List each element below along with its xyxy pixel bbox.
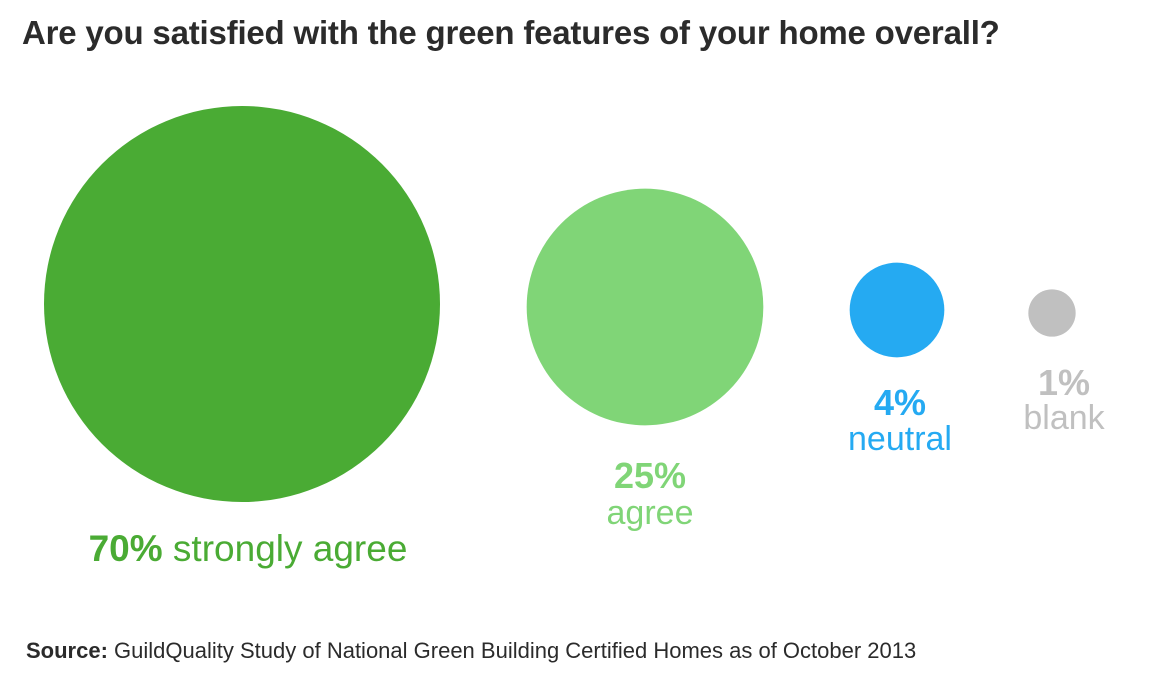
category-label-strongly-agree: strongly agree <box>163 528 408 569</box>
value-label-agree: 25% <box>614 455 686 496</box>
label-strongly-agree: 70% strongly agree <box>89 528 408 569</box>
value-label-neutral: 4% <box>874 382 926 423</box>
source-note: Source: GuildQuality Study of National G… <box>26 638 916 664</box>
category-label-neutral: neutral <box>848 420 952 458</box>
chart-title: Are you satisfied with the green feature… <box>22 14 1000 51</box>
value-label-strongly-agree: 70% <box>89 528 163 569</box>
bubble-strongly-agree <box>44 106 440 502</box>
category-label-agree: agree <box>607 494 694 532</box>
bubble-blank <box>1028 289 1076 337</box>
source-label: Source: <box>26 638 108 663</box>
bubble-neutral <box>849 262 945 358</box>
category-label-blank: blank <box>1023 399 1105 437</box>
value-label-blank: 1% <box>1038 362 1090 403</box>
source-text: GuildQuality Study of National Green Bui… <box>114 638 917 663</box>
bubble-agree <box>526 188 764 426</box>
